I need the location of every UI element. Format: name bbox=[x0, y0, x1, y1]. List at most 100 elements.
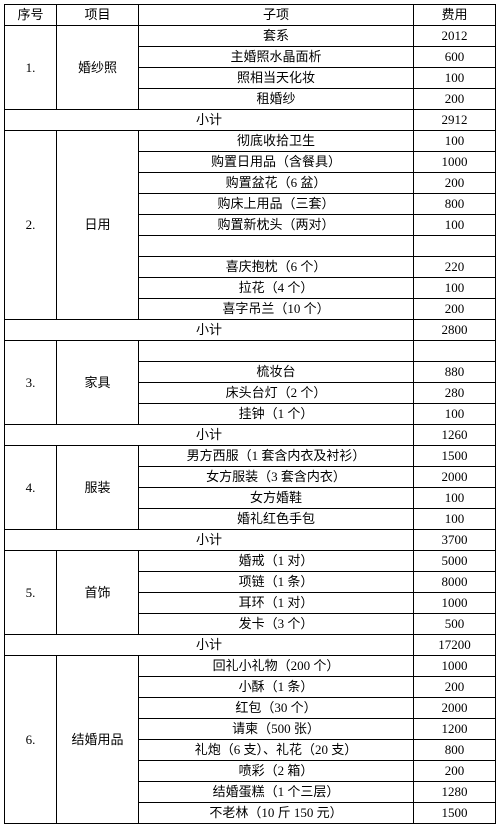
sub-cell: 回礼小礼物（200 个） bbox=[139, 656, 414, 677]
cost-cell: 220 bbox=[414, 257, 496, 278]
sub-cell: 照相当天化妆 bbox=[139, 68, 414, 89]
cost-cell: 1000 bbox=[414, 593, 496, 614]
cost-cell: 200 bbox=[414, 677, 496, 698]
cost-cell: 1200 bbox=[414, 719, 496, 740]
subtotal-value: 3700 bbox=[414, 530, 496, 551]
cost-cell: 100 bbox=[414, 509, 496, 530]
seq-cell: 1. bbox=[5, 26, 57, 110]
subtotal-row: 小计2800 bbox=[5, 320, 496, 341]
cost-cell: 200 bbox=[414, 89, 496, 110]
sub-cell: 结婚蛋糕（1 个三层） bbox=[139, 782, 414, 803]
table-row: 4.服装男方西服（1 套含内衣及衬衫）1500 bbox=[5, 446, 496, 467]
cost-cell: 100 bbox=[414, 68, 496, 89]
cost-cell: 1500 bbox=[414, 803, 496, 824]
table-row: 2.日用彻底收拾卫生100 bbox=[5, 131, 496, 152]
sub-cell: 拉花（4 个） bbox=[139, 278, 414, 299]
item-cell: 服装 bbox=[57, 446, 139, 530]
item-cell: 结婚用品 bbox=[57, 656, 139, 824]
cost-cell: 1280 bbox=[414, 782, 496, 803]
cost-cell: 800 bbox=[414, 194, 496, 215]
sub-cell: 购置日用品（含餐具） bbox=[139, 152, 414, 173]
table-row: 1.婚纱照套系2012 bbox=[5, 26, 496, 47]
cost-cell bbox=[414, 341, 496, 362]
sub-cell bbox=[139, 341, 414, 362]
sub-cell bbox=[139, 236, 414, 257]
cost-cell: 500 bbox=[414, 614, 496, 635]
sub-cell: 租婚纱 bbox=[139, 89, 414, 110]
sub-cell: 主婚照水晶面析 bbox=[139, 47, 414, 68]
sub-cell: 项链（1 条） bbox=[139, 572, 414, 593]
table-row: 6.结婚用品回礼小礼物（200 个）1000 bbox=[5, 656, 496, 677]
cost-cell: 5000 bbox=[414, 551, 496, 572]
item-cell: 首饰 bbox=[57, 551, 139, 635]
cost-cell: 100 bbox=[414, 404, 496, 425]
cost-cell: 280 bbox=[414, 383, 496, 404]
cost-cell: 1000 bbox=[414, 152, 496, 173]
cost-cell: 2000 bbox=[414, 698, 496, 719]
subtotal-row: 小计2912 bbox=[5, 110, 496, 131]
sub-cell: 梳妆台 bbox=[139, 362, 414, 383]
cost-cell: 800 bbox=[414, 740, 496, 761]
cost-cell: 880 bbox=[414, 362, 496, 383]
table-row: 3.家具 bbox=[5, 341, 496, 362]
sub-cell: 婚戒（1 对） bbox=[139, 551, 414, 572]
sub-cell: 请柬（500 张） bbox=[139, 719, 414, 740]
seq-cell: 6. bbox=[5, 656, 57, 824]
subtotal-label: 小计 bbox=[5, 320, 414, 341]
subtotal-value: 1260 bbox=[414, 425, 496, 446]
sub-cell: 购置新枕头（两对） bbox=[139, 215, 414, 236]
subtotal-row: 小计1260 bbox=[5, 425, 496, 446]
cost-cell: 100 bbox=[414, 488, 496, 509]
col-seq: 序号 bbox=[5, 5, 57, 26]
sub-cell: 男方西服（1 套含内衣及衬衫） bbox=[139, 446, 414, 467]
subtotal-label: 小计 bbox=[5, 425, 414, 446]
subtotal-row: 小计3700 bbox=[5, 530, 496, 551]
subtotal-row: 小计17200 bbox=[5, 635, 496, 656]
sub-cell: 礼炮（6 支）、礼花（20 支） bbox=[139, 740, 414, 761]
item-cell: 日用 bbox=[57, 131, 139, 320]
table-row: 5.首饰婚戒（1 对）5000 bbox=[5, 551, 496, 572]
sub-cell: 喷彩（2 箱） bbox=[139, 761, 414, 782]
col-sub: 子项 bbox=[139, 5, 414, 26]
cost-cell: 200 bbox=[414, 173, 496, 194]
cost-cell bbox=[414, 236, 496, 257]
sub-cell: 彻底收拾卫生 bbox=[139, 131, 414, 152]
sub-cell: 红包（30 个） bbox=[139, 698, 414, 719]
cost-cell: 100 bbox=[414, 131, 496, 152]
seq-cell: 5. bbox=[5, 551, 57, 635]
sub-cell: 购床上用品（三套） bbox=[139, 194, 414, 215]
sub-cell: 不老林（10 斤 150 元） bbox=[139, 803, 414, 824]
cost-cell: 600 bbox=[414, 47, 496, 68]
cost-cell: 200 bbox=[414, 761, 496, 782]
subtotal-value: 2800 bbox=[414, 320, 496, 341]
cost-cell: 1500 bbox=[414, 446, 496, 467]
sub-cell: 挂钟（1 个） bbox=[139, 404, 414, 425]
subtotal-label: 小计 bbox=[5, 110, 414, 131]
sub-cell: 小酥（1 条） bbox=[139, 677, 414, 698]
sub-cell: 喜字吊兰（10 个） bbox=[139, 299, 414, 320]
subtotal-label: 小计 bbox=[5, 530, 414, 551]
sub-cell: 床头台灯（2 个） bbox=[139, 383, 414, 404]
col-cost: 费用 bbox=[414, 5, 496, 26]
sub-cell: 套系 bbox=[139, 26, 414, 47]
seq-cell: 3. bbox=[5, 341, 57, 425]
cost-cell: 2000 bbox=[414, 467, 496, 488]
item-cell: 婚纱照 bbox=[57, 26, 139, 110]
seq-cell: 4. bbox=[5, 446, 57, 530]
sub-cell: 购置盆花（6 盆） bbox=[139, 173, 414, 194]
cost-cell: 100 bbox=[414, 215, 496, 236]
col-item: 项目 bbox=[57, 5, 139, 26]
sub-cell: 女方服装（3 套含内衣） bbox=[139, 467, 414, 488]
cost-cell: 8000 bbox=[414, 572, 496, 593]
budget-table: 序号项目子项费用1.婚纱照套系2012主婚照水晶面析600照相当天化妆100租婚… bbox=[4, 4, 496, 824]
subtotal-value: 2912 bbox=[414, 110, 496, 131]
sub-cell: 女方婚鞋 bbox=[139, 488, 414, 509]
subtotal-value: 17200 bbox=[414, 635, 496, 656]
sub-cell: 婚礼红色手包 bbox=[139, 509, 414, 530]
seq-cell: 2. bbox=[5, 131, 57, 320]
subtotal-label: 小计 bbox=[5, 635, 414, 656]
sub-cell: 喜庆抱枕（6 个） bbox=[139, 257, 414, 278]
cost-cell: 100 bbox=[414, 278, 496, 299]
sub-cell: 耳环（1 对） bbox=[139, 593, 414, 614]
cost-cell: 200 bbox=[414, 299, 496, 320]
